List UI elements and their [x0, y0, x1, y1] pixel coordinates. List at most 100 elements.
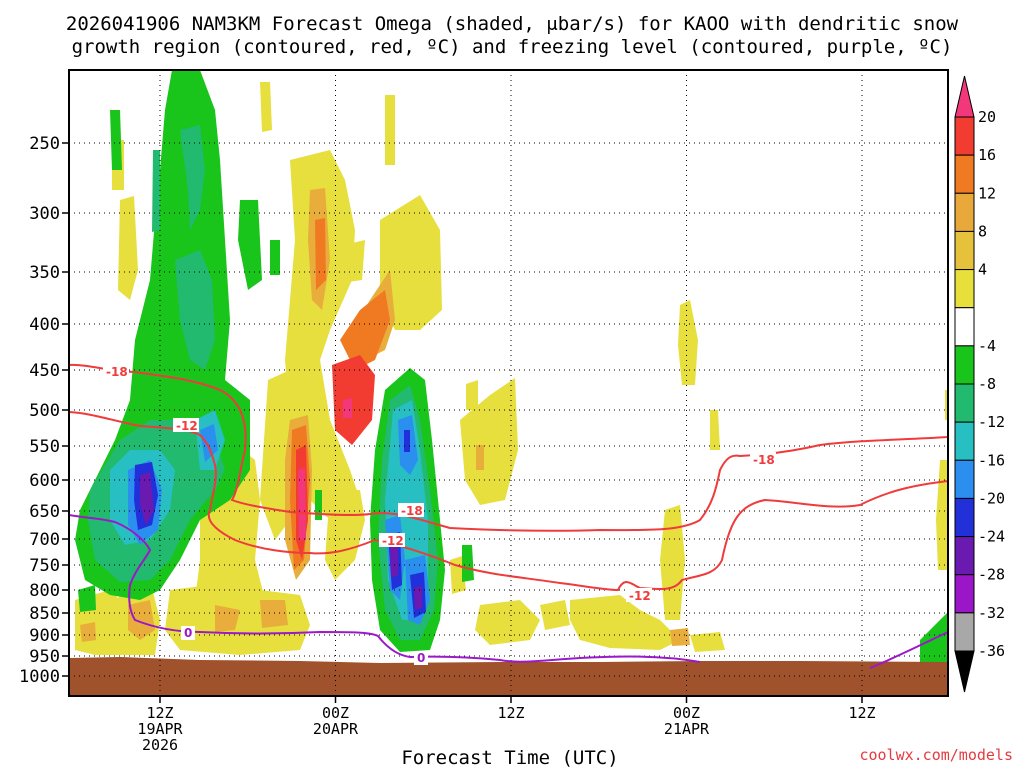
colorbar-label: -36 — [978, 642, 1005, 660]
omega-shade — [78, 585, 96, 612]
y-tick-label: 300 — [29, 204, 60, 224]
omega-shade — [343, 398, 352, 418]
omega-shade — [540, 600, 570, 630]
omega-shade — [390, 545, 398, 578]
plot-border — [68, 69, 949, 697]
x-tick-label: 12Z — [848, 704, 875, 722]
omega-shade — [670, 628, 690, 646]
omega-shade — [260, 600, 288, 628]
omega-shade — [315, 218, 326, 290]
omega-shade — [690, 632, 725, 652]
omega-shade — [936, 460, 948, 570]
omega-shade — [660, 505, 685, 620]
omega-shade — [152, 150, 160, 232]
colorbar: 20 16 12 8 4 -4 -8 -12 -16 -20 -24 -28 -32 -36 — [954, 75, 1005, 693]
y-tick-label: 900 — [29, 626, 60, 646]
y-tick-label: 700 — [29, 530, 60, 550]
x-axis-label: Forecast Time (UTC) — [401, 747, 618, 768]
contour-label-red: -12 — [629, 589, 651, 603]
dgz-minus12-contour-left — [69, 411, 948, 592]
contour-lines — [69, 363, 948, 669]
colorbar-segment — [954, 421, 975, 461]
colorbar-segment — [954, 574, 975, 614]
omega-shade — [476, 445, 484, 470]
omega-negative-24-28 — [140, 472, 422, 610]
colorbar-label: -32 — [978, 604, 1005, 622]
colorbar-label: -20 — [978, 489, 1005, 507]
y-tick-label: 750 — [29, 556, 60, 576]
omega-shade — [175, 250, 215, 370]
x-tick-label: 00Z — [673, 704, 700, 722]
x-tick-label: 20APR — [313, 720, 359, 738]
omega-shade — [140, 472, 154, 525]
contour-label-red: -18 — [401, 504, 423, 518]
omega-shade — [414, 586, 422, 610]
freezing-level-0-contour — [69, 514, 948, 669]
contour-label-red: -18 — [753, 453, 775, 467]
colorbar-segment — [954, 116, 975, 156]
colorbar-label: 4 — [978, 261, 987, 279]
contour-labels: -18 -12 -12 -18 -12 -18 0 0 — [103, 364, 776, 665]
chart-title-line2: growth region (contoured, red, ºC) and f… — [72, 36, 953, 58]
y-tick-label: 500 — [29, 401, 60, 421]
colorbar-label: 16 — [978, 146, 996, 164]
y-tick-label: 600 — [29, 471, 60, 491]
omega-shade — [260, 82, 272, 132]
colorbar-segment — [954, 307, 975, 347]
omega-shade — [404, 430, 410, 452]
colorbar-label: -28 — [978, 566, 1005, 584]
omega-shade — [298, 468, 306, 540]
colorbar-segment — [954, 497, 975, 538]
colorbar-segment — [954, 345, 975, 385]
colorbar-min-triangle — [954, 650, 975, 693]
omega-shade — [270, 240, 280, 275]
omega-shade — [340, 290, 390, 370]
y-tick-label: 250 — [29, 134, 60, 154]
omega-shade — [570, 595, 680, 650]
colorbar-max-triangle — [954, 75, 975, 118]
colorbar-label: -8 — [978, 375, 996, 393]
x-tick-label: 12Z — [146, 704, 173, 722]
omega-shade — [200, 424, 218, 462]
omega-shade — [325, 490, 365, 580]
omega-shade — [380, 195, 442, 330]
contour-label-purple: 0 — [417, 651, 425, 665]
x-tick-label: 19APR — [137, 720, 183, 738]
x-tick-label: 21APR — [664, 720, 710, 738]
y-tick-label: 800 — [29, 581, 60, 601]
omega-shade — [462, 545, 474, 582]
omega-shading — [69, 70, 948, 696]
credit-text: coolwx.com/models — [859, 746, 1013, 764]
colorbar-segment — [954, 536, 975, 576]
x-tick-label: 2026 — [142, 736, 178, 754]
omega-shade — [678, 300, 698, 385]
y-axis: 2503003504004505005506006507007508008509… — [19, 134, 69, 687]
colorbar-label: 12 — [978, 184, 996, 202]
colorbar-segment — [954, 383, 975, 423]
y-tick-label: 550 — [29, 437, 60, 457]
y-tick-label: 950 — [29, 647, 60, 667]
x-tick-label: 00Z — [322, 704, 349, 722]
omega-shade — [348, 240, 365, 282]
y-tick-label: 400 — [29, 315, 60, 335]
omega-shade — [920, 612, 948, 662]
contour-label-red: -12 — [176, 419, 198, 433]
dgz-minus18-contour-left — [69, 363, 948, 532]
chart-title-line1: 2026041906 NAM3KM Forecast Omega (shaded… — [66, 13, 959, 35]
colorbar-label: 8 — [978, 222, 987, 240]
contour-label-purple: 0 — [184, 626, 192, 640]
y-tick-label: 1000 — [19, 667, 60, 687]
omega-shade — [466, 380, 478, 410]
colorbar-label: 20 — [978, 108, 996, 126]
colorbar-label: -24 — [978, 528, 1005, 546]
contour-label-red: -12 — [382, 534, 404, 548]
y-tick-label: 350 — [29, 263, 60, 283]
omega-shade — [332, 355, 375, 445]
x-tick-label: 12Z — [497, 704, 524, 722]
colorbar-label: -12 — [978, 413, 1005, 431]
colorbar-segment — [954, 192, 975, 232]
colorbar-segment — [954, 154, 975, 194]
contour-label-red: -18 — [106, 365, 128, 379]
